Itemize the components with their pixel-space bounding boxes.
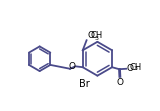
Text: 3: 3 — [95, 36, 99, 41]
Text: O: O — [116, 78, 123, 87]
Text: O: O — [127, 64, 134, 73]
Text: CH: CH — [90, 31, 102, 40]
Text: O: O — [87, 31, 94, 40]
Text: O: O — [68, 62, 75, 71]
Text: 3: 3 — [133, 66, 137, 71]
Text: CH: CH — [129, 63, 142, 72]
Text: Br: Br — [79, 79, 90, 89]
